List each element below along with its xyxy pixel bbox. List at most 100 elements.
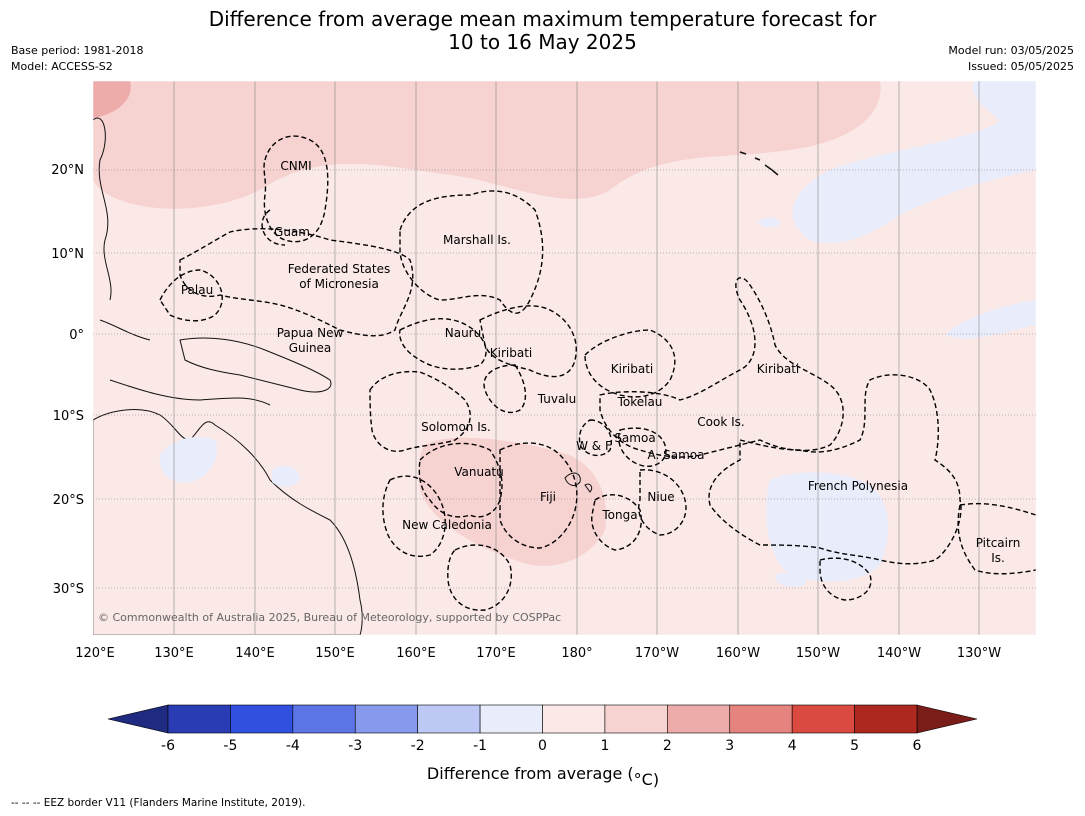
title-line-1: Difference from average mean maximum tem…	[208, 7, 877, 31]
region-label: Palau	[181, 283, 213, 297]
region-label: A. Samoa	[648, 448, 705, 462]
lon-tick-label: 130°W	[957, 646, 1001, 661]
colorbar-segment	[292, 704, 356, 734]
region-label: Tonga	[601, 508, 637, 522]
colorbar-tick-label: 3	[725, 738, 734, 754]
colorbar-over-arrow	[916, 704, 978, 734]
region-label: Vanuatu	[454, 465, 504, 479]
colorbar-segment	[667, 704, 731, 734]
anomaly-southcentral-warm	[418, 437, 607, 566]
region-label: Is.	[991, 551, 1005, 565]
region-label: Guinea	[289, 341, 332, 355]
chart-title: Difference from average mean maximum tem…	[0, 8, 1085, 54]
title-line-2: 10 to 16 May 2025	[448, 30, 637, 54]
region-label: Federated States	[288, 262, 390, 276]
lat-tick-label: 30°S	[53, 582, 84, 597]
eez-borders	[159, 135, 1036, 611]
colorbar-tick-label: -2	[411, 738, 425, 754]
anomaly-polynesia-cool	[766, 472, 889, 582]
anomaly-coral-cool	[272, 465, 300, 487]
region-label: Niue	[647, 490, 674, 504]
colorbar-tick-label: 6	[913, 738, 922, 754]
lon-tick-label: 160°W	[716, 646, 760, 661]
eez-footnote: -- -- -- EEZ border V11 (Flanders Marine…	[11, 797, 306, 809]
colorbar-tick-label: -1	[473, 738, 487, 754]
colorbar: -6 -5 -4 -3 -2 -1 0 1 2 3 4 5 6 Difference from aver…	[107, 704, 978, 789]
colorbar-segment	[479, 704, 543, 734]
region-label: French Polynesia	[808, 479, 908, 493]
gridlines	[173, 81, 980, 635]
lat-tick-label: 20°N	[51, 163, 84, 178]
colorbar-segment	[604, 704, 668, 734]
region-label: Nauru	[445, 326, 481, 340]
meta-right: Model run: 03/05/2025 Issued: 05/05/2025	[948, 43, 1074, 75]
lon-tick-label: 170°W	[635, 646, 679, 661]
region-label: Pitcairn	[976, 536, 1021, 550]
colorbar-tick-label: -5	[223, 738, 237, 754]
region-label: Kiribati	[490, 346, 532, 360]
lon-tick-label: 130°E	[154, 646, 194, 661]
region-label: Cook Is.	[697, 415, 744, 429]
region-label: Papua New	[277, 326, 344, 340]
region-label: of Micronesia	[299, 277, 379, 291]
region-labels: CNMI Guam Marshall Is. Federated States …	[181, 159, 1020, 565]
lat-axis: 20°N 10°N 0° 10°S 20°S 30°S	[51, 163, 84, 597]
anomaly-north-band	[93, 81, 881, 209]
colorbar-label-unit: °C)	[634, 770, 659, 789]
model-name: Model: ACCESS-S2	[11, 60, 113, 73]
colorbar-label: Difference from average (°C)	[427, 764, 659, 789]
region-label: W & F	[576, 439, 612, 453]
region-label: Fiji	[540, 490, 556, 504]
region-label: Kiribati	[757, 362, 799, 376]
region-label: Guam	[274, 225, 310, 239]
colorbar-segment	[791, 704, 855, 734]
region-label: Tuvalu	[537, 392, 577, 406]
region-label: Kiribati	[611, 362, 653, 376]
colorbar-segment	[354, 704, 418, 734]
colorbar-tick-label: -4	[286, 738, 300, 754]
region-label: Solomon Is.	[421, 420, 491, 434]
colorbar-segment	[167, 704, 231, 734]
anomaly-small-cool	[758, 217, 780, 228]
region-label: Marshall Is.	[443, 233, 511, 247]
new-guinea-coast	[179, 337, 332, 393]
lon-axis: 120°E 130°E 140°E 150°E 160°E 170°E 180°…	[75, 646, 1001, 661]
colorbar-segment	[729, 704, 793, 734]
lon-tick-label: 120°E	[75, 646, 115, 661]
region-label: Tokelau	[617, 395, 663, 409]
colorbar-label-text: Difference from average (	[427, 764, 634, 783]
base-period: Base period: 1981-2018	[11, 44, 144, 57]
anomaly-east-cool	[945, 300, 1036, 339]
colorbar-segment	[542, 704, 606, 734]
colorbar-segment	[230, 704, 294, 734]
model-run: Model run: 03/05/2025	[948, 44, 1074, 57]
copyright-notice: © Commonwealth of Australia 2025, Bureau…	[98, 611, 561, 624]
asia-coastline	[93, 117, 271, 406]
lat-tick-label: 0°	[69, 328, 84, 343]
colorbar-tick-label: 5	[850, 738, 859, 754]
meta-left: Base period: 1981-2018 Model: ACCESS-S2	[11, 43, 143, 75]
colorbar-tick-label: -3	[348, 738, 362, 754]
colorbar-ticks: -6 -5 -4 -3 -2 -1 0 1 2 3 4 5 6	[161, 738, 922, 754]
anomaly-northwest	[93, 81, 131, 118]
lon-tick-label: 180°	[561, 646, 592, 661]
colorbar-segment	[417, 704, 481, 734]
lat-tick-label: 10°S	[53, 409, 84, 424]
colorbar-tick-label: -6	[161, 738, 175, 754]
latitude-lines	[93, 169, 1036, 589]
colorbar-tick-label: 0	[538, 738, 547, 754]
lat-tick-label: 10°N	[51, 247, 84, 262]
map-frame	[92, 80, 1037, 636]
lon-tick-label: 140°E	[235, 646, 275, 661]
colorbar-tick-label: 1	[600, 738, 609, 754]
lon-tick-label: 150°W	[796, 646, 840, 661]
australia-landmass	[93, 409, 363, 635]
colorbar-tick-label: 2	[663, 738, 672, 754]
issued-date: Issued: 05/05/2025	[967, 60, 1074, 73]
region-label: CNMI	[280, 159, 311, 173]
lon-tick-label: 160°E	[396, 646, 436, 661]
lon-tick-label: 150°E	[315, 646, 355, 661]
lon-tick-label: 140°W	[877, 646, 921, 661]
colorbar-segment	[854, 704, 918, 734]
